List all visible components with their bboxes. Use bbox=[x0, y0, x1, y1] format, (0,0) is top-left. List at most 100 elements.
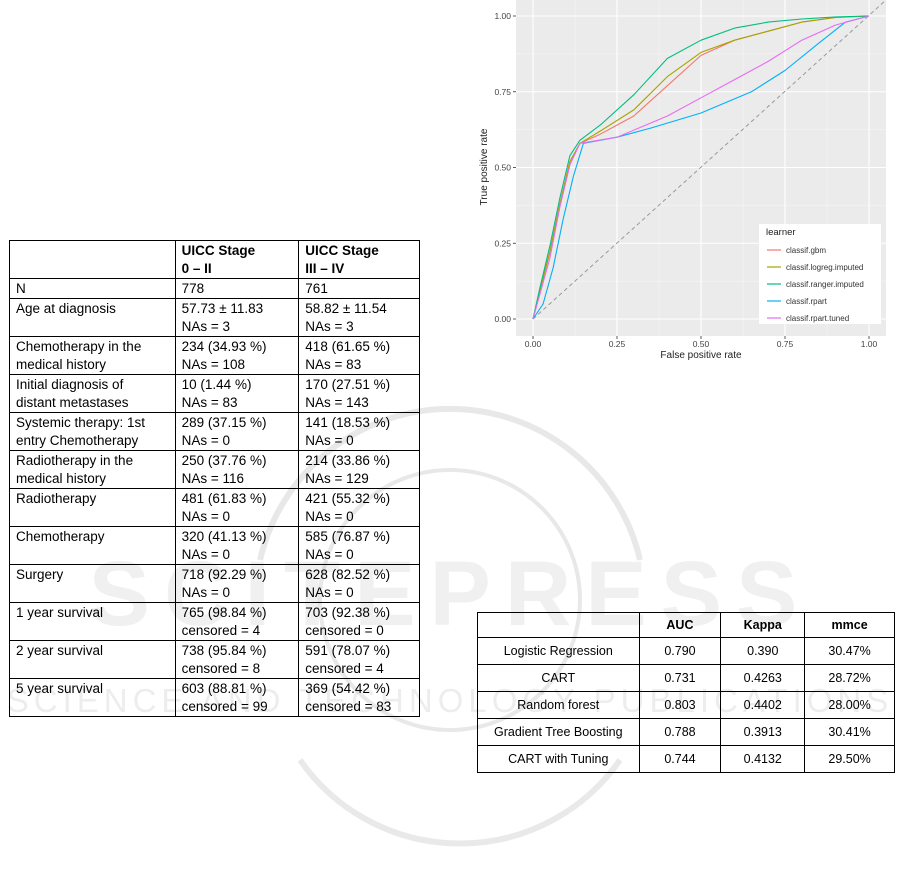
value-cell: 481 (61.83 %) NAs = 0 bbox=[174, 488, 300, 527]
metric-cell: 0.790 bbox=[638, 637, 722, 665]
legend-label: classif.rpart bbox=[786, 297, 828, 306]
legend-label: classif.rpart.tuned bbox=[786, 314, 849, 323]
header-cell bbox=[9, 240, 176, 279]
row-label-cell: Surgery bbox=[9, 564, 176, 603]
legend-box bbox=[759, 224, 881, 324]
legend-title: learner bbox=[766, 227, 796, 238]
value-cell: 761 bbox=[298, 278, 420, 299]
legend-label: classif.logreg.imputed bbox=[786, 263, 863, 272]
header-cell: Kappa bbox=[720, 612, 806, 638]
row-label-cell: 1 year survival bbox=[9, 602, 176, 641]
y-tick-label: 0.50 bbox=[494, 163, 511, 173]
row-label-cell: 2 year survival bbox=[9, 640, 176, 679]
metric-cell: 0.803 bbox=[638, 691, 722, 719]
model-name-cell: CART with Tuning bbox=[477, 745, 640, 773]
value-cell: 421 (55.32 %) NAs = 0 bbox=[298, 488, 420, 527]
row-label-cell: Initial diagnosis of distant metastases bbox=[9, 374, 176, 413]
roc-curve-classif-logreg-imputed bbox=[532, 15, 870, 320]
row-label-cell: Chemotherapy in the medical history bbox=[9, 336, 176, 375]
row-label-cell: Chemotherapy bbox=[9, 526, 176, 565]
model-name-cell: CART bbox=[477, 664, 640, 692]
metric-cell: 0.390 bbox=[720, 637, 806, 665]
table-row: Gradient Tree Boosting 0.788 0.3913 30.41% bbox=[477, 718, 895, 746]
model-performance-table: AUC Kappa mmce Logistic Regression 0.790 0… bbox=[477, 612, 895, 773]
value-cell: 58.82 ± 11.54 NAs = 3 bbox=[298, 298, 420, 337]
metric-cell: 0.4263 bbox=[720, 664, 806, 692]
metric-cell: 0.3913 bbox=[720, 718, 806, 746]
roc-chart: True positive rate False positive rate 0… bbox=[479, 0, 887, 361]
x-tick-label: 0.00 bbox=[525, 339, 542, 349]
table-row: CART 0.731 0.4263 28.72% bbox=[477, 664, 895, 692]
table-row: Chemotherapy 320 (41.13 %) NAs = 0 585 (76.… bbox=[9, 526, 420, 565]
value-cell: 289 (37.15 %) NAs = 0 bbox=[174, 412, 300, 451]
header-cell: mmce bbox=[804, 612, 895, 638]
legend-label: classif.ranger.imputed bbox=[786, 280, 864, 289]
table-row: Radiotherapy in the medical history 250 (3… bbox=[9, 450, 420, 489]
model-name-cell: Random forest bbox=[477, 691, 640, 719]
row-label-cell: Systemic therapy: 1st entry Chemotherapy bbox=[9, 412, 176, 451]
table-row: Logistic Regression 0.790 0.390 30.47% bbox=[477, 637, 895, 665]
header-cell: AUC bbox=[638, 612, 722, 638]
metric-cell: 0.731 bbox=[638, 664, 722, 692]
metric-cell: 30.47% bbox=[804, 637, 895, 665]
table-row: Systemic therapy: 1st entry Chemotherapy 2… bbox=[9, 412, 420, 451]
table-row: Age at diagnosis 57.73 ± 11.83 NAs = 3 58.8… bbox=[9, 298, 420, 337]
value-cell: 765 (98.84 %) censored = 4 bbox=[174, 602, 300, 641]
metric-cell: 0.4402 bbox=[720, 691, 806, 719]
y-tick-label: 1.00 bbox=[494, 11, 511, 21]
value-cell: 585 (76.87 %) NAs = 0 bbox=[298, 526, 420, 565]
value-cell: 703 (92.38 %) censored = 0 bbox=[298, 602, 420, 641]
metric-cell: 0.4132 bbox=[720, 745, 806, 773]
legend-label: classif.gbm bbox=[786, 246, 826, 255]
table-row: 2 year survival 738 (95.84 %) censored = 8… bbox=[9, 640, 420, 679]
value-cell: 628 (82.52 %) NAs = 0 bbox=[298, 564, 420, 603]
y-tick-label: 0.00 bbox=[494, 314, 511, 324]
value-cell: 10 (1.44 %) NAs = 83 bbox=[174, 374, 300, 413]
x-tick-label: 0.50 bbox=[693, 339, 710, 349]
value-cell: 57.73 ± 11.83 NAs = 3 bbox=[174, 298, 300, 337]
value-cell: 603 (88.81 %) censored = 99 bbox=[174, 678, 300, 717]
x-tick-label: 0.75 bbox=[777, 339, 794, 349]
y-tick-label: 0.75 bbox=[494, 87, 511, 97]
roc-curve-classif-rpart bbox=[532, 15, 870, 320]
value-cell: 214 (33.86 %) NAs = 129 bbox=[298, 450, 420, 489]
value-cell: 738 (95.84 %) censored = 8 bbox=[174, 640, 300, 679]
y-tick-label: 0.25 bbox=[494, 238, 511, 248]
table-row: N 778 761 bbox=[9, 278, 420, 299]
metric-cell: 30.41% bbox=[804, 718, 895, 746]
value-cell: 591 (78.07 %) censored = 4 bbox=[298, 640, 420, 679]
table-row: Initial diagnosis of distant metastases 10… bbox=[9, 374, 420, 413]
metric-cell: 28.72% bbox=[804, 664, 895, 692]
table-row: Surgery 718 (92.29 %) NAs = 0 628 (82.52 %)… bbox=[9, 564, 420, 603]
diagonal-reference-line bbox=[532, 0, 887, 320]
legend: learner classif.gbm classif.logreg.impute… bbox=[759, 224, 881, 324]
row-label-cell: Age at diagnosis bbox=[9, 298, 176, 337]
row-label-cell: N bbox=[9, 278, 176, 299]
table-row: Random forest 0.803 0.4402 28.00% bbox=[477, 691, 895, 719]
y-axis-label: True positive rate bbox=[479, 128, 490, 205]
value-cell: 418 (61.65 %) NAs = 83 bbox=[298, 336, 420, 375]
x-axis-label: False positive rate bbox=[660, 350, 742, 361]
table-row: Chemotherapy in the medical history 234 (3… bbox=[9, 336, 420, 375]
x-tick-label: 0.25 bbox=[609, 339, 626, 349]
roc-curve-classif-rpart-tuned bbox=[532, 15, 870, 320]
row-label-cell: Radiotherapy in the medical history bbox=[9, 450, 176, 489]
patient-characteristics-table: UICC Stage 0 – II UICC Stage III – IV N 778… bbox=[9, 240, 420, 717]
metric-cell: 29.50% bbox=[804, 745, 895, 773]
table-header-row: UICC Stage 0 – II UICC Stage III – IV bbox=[9, 240, 420, 279]
table-row: Radiotherapy 481 (61.83 %) NAs = 0 421 (55.… bbox=[9, 488, 420, 527]
table-header-row: AUC Kappa mmce bbox=[477, 612, 895, 638]
metric-cell: 0.788 bbox=[638, 718, 722, 746]
model-name-cell: Logistic Regression bbox=[477, 637, 640, 665]
header-cell: UICC Stage III – IV bbox=[298, 240, 420, 279]
x-tick-label: 1.00 bbox=[861, 339, 878, 349]
header-cell: UICC Stage 0 – II bbox=[174, 240, 300, 279]
value-cell: 320 (41.13 %) NAs = 0 bbox=[174, 526, 300, 565]
metric-cell: 0.744 bbox=[638, 745, 722, 773]
metric-cell: 28.00% bbox=[804, 691, 895, 719]
table-row: 5 year survival 603 (88.81 %) censored = 9… bbox=[9, 678, 420, 717]
value-cell: 778 bbox=[174, 278, 300, 299]
row-label-cell: 5 year survival bbox=[9, 678, 176, 717]
roc-curve-classif-ranger-imputed bbox=[532, 15, 870, 320]
value-cell: 234 (34.93 %) NAs = 108 bbox=[174, 336, 300, 375]
